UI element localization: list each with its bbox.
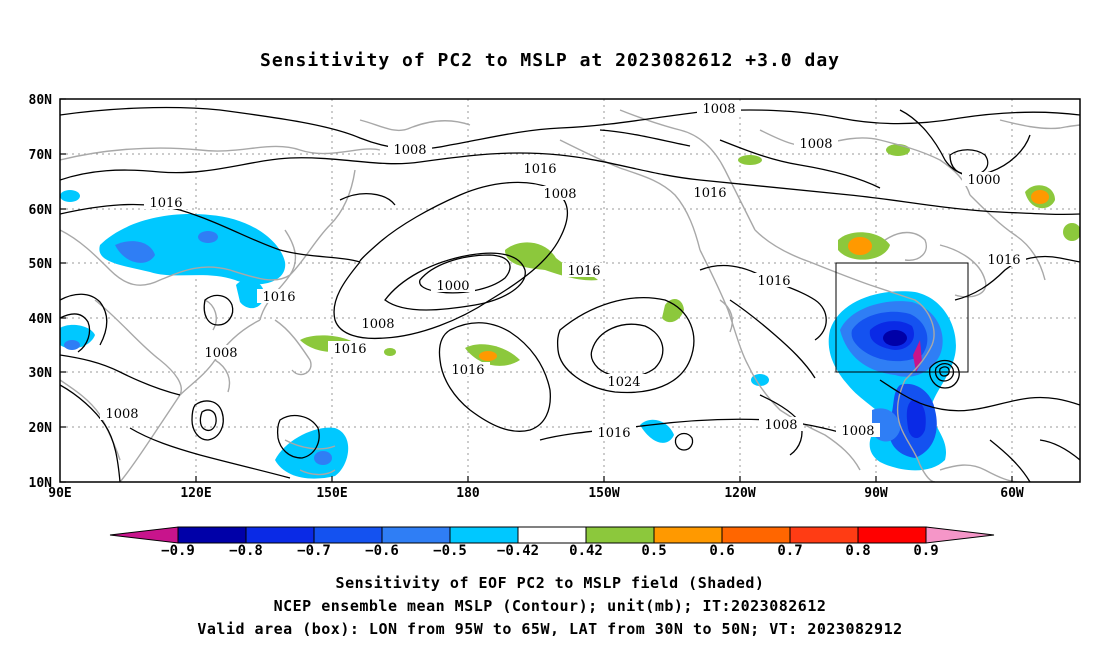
colorbar-segment (517, 526, 587, 544)
lon-label: 120W (724, 486, 755, 501)
lat-label: 70N (29, 148, 53, 163)
contour-label: 1016 (451, 363, 484, 378)
contour-label: 1008 (361, 317, 394, 332)
lon-label: 90W (864, 486, 888, 501)
lat-label: 10N (29, 476, 53, 491)
lat-label: 50N (29, 257, 53, 272)
valid-area-box (835, 262, 969, 373)
colorbar-tick-label: 0.7 (777, 543, 803, 559)
contour-label: 1008 (764, 418, 797, 433)
colorbar-tick-label: 0.42 (569, 543, 603, 559)
mslp-contours (60, 106, 1080, 482)
colorbar-tick-label: 0.9 (913, 543, 939, 559)
lat-label: 20N (29, 421, 53, 436)
colorbar-tick-label: −0.6 (365, 543, 399, 559)
contour-label: 1016 (597, 426, 630, 441)
colorbar-left-triangle (109, 526, 179, 544)
colorbar (109, 526, 995, 544)
coastlines (60, 109, 1080, 482)
colorbar-tick-label: 0.5 (641, 543, 667, 559)
lat-label: 30N (29, 366, 53, 381)
colorbar-segment (789, 526, 859, 544)
contour-label: 1000 (967, 173, 1000, 188)
lon-label: 150E (316, 486, 347, 501)
colorbar-tick-label: −0.42 (496, 543, 540, 559)
contour-labels: 1008 1008 1008 1016 1016 1008 1000 1016 … (100, 101, 1026, 441)
contour-label: 1008 (702, 102, 735, 117)
contour-label: 1016 (693, 186, 726, 201)
lat-label: 80N (29, 93, 53, 108)
axis-ticks (60, 98, 1013, 483)
contour-label: 1000 (436, 279, 469, 294)
latitude-labels: 80N 70N 60N 50N 40N 30N 20N 10N (29, 93, 53, 491)
longitude-labels: 90E 120E 150E 180 150W 120W 90W 60W (48, 486, 1024, 501)
contour-label: 1016 (757, 274, 790, 289)
colorbar-tick-label: 0.6 (709, 543, 735, 559)
contour-label: 1008 (393, 143, 426, 158)
contour-label: 1008 (105, 407, 138, 422)
plot-frame (59, 98, 1081, 483)
colorbar-segment (313, 526, 383, 544)
colorbar-segment (857, 526, 927, 544)
contour-label: 1016 (567, 264, 600, 279)
colorbar-segment (721, 526, 791, 544)
lat-label: 40N (29, 312, 53, 327)
colorbar-segment (381, 526, 451, 544)
contour-label: 1008 (543, 187, 576, 202)
sensitivity-shading (60, 144, 1080, 479)
contour-label: 1008 (841, 424, 874, 439)
contour-label: 1016 (149, 196, 182, 211)
contour-label: 1016 (333, 342, 366, 357)
contour-label: 1016 (987, 253, 1020, 268)
colorbar-segment (653, 526, 723, 544)
colorbar-tick-label: −0.8 (229, 543, 263, 559)
lat-label: 60N (29, 203, 53, 218)
contour-label: 1024 (607, 375, 640, 390)
caption-line-3: Valid area (box): LON from 95W to 65W, L… (197, 620, 903, 638)
lon-label: 150W (588, 486, 619, 501)
lon-label: 90E (48, 486, 71, 501)
contour-label: 1016 (262, 290, 295, 305)
colorbar-segment (585, 526, 655, 544)
colorbar-tick-label: 0.8 (845, 543, 871, 559)
colorbar-segment (245, 526, 315, 544)
lon-label: 180 (456, 486, 480, 501)
colorbar-tick-label: −0.5 (433, 543, 467, 559)
caption-line-2: NCEP ensemble mean MSLP (Contour); unit(… (273, 597, 827, 615)
colorbar-right-triangle (925, 526, 995, 544)
contour-label: 1008 (204, 346, 237, 361)
figure-title: Sensitivity of PC2 to MSLP at 2023082612… (259, 50, 840, 71)
colorbar-tick-label: −0.7 (297, 543, 331, 559)
lon-label: 60W (1000, 486, 1024, 501)
caption-line-1: Sensitivity of EOF PC2 to MSLP field (Sh… (335, 574, 765, 592)
colorbar-segment (449, 526, 519, 544)
lon-label: 120E (180, 486, 211, 501)
colorbar-tick-label: −0.9 (161, 543, 195, 559)
colorbar-segment (177, 526, 247, 544)
contour-label: 1008 (799, 137, 832, 152)
contour-label: 1016 (523, 162, 556, 177)
